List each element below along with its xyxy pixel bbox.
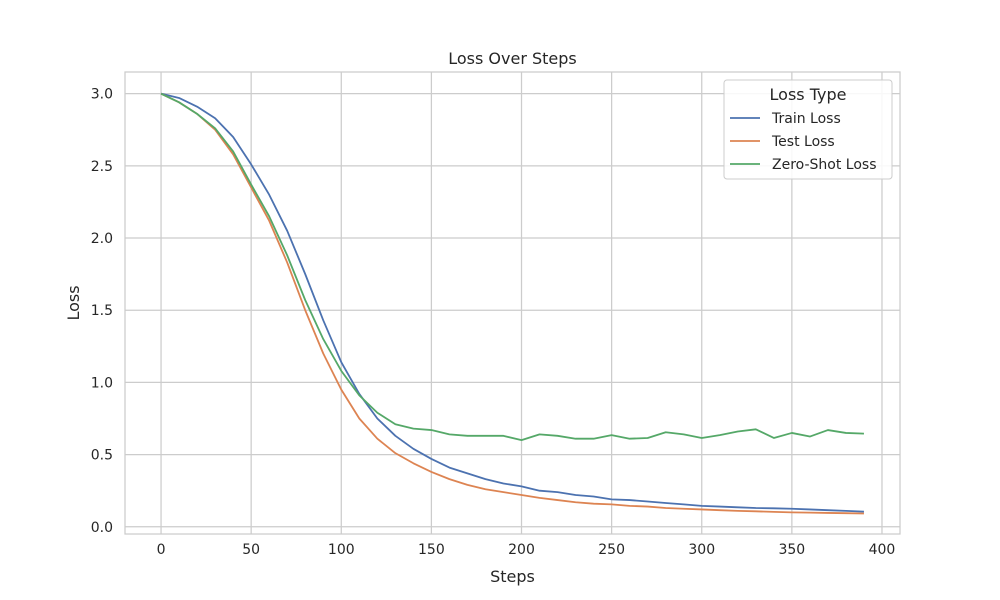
x-tick-label: 100 [328, 542, 355, 558]
legend-box [723, 79, 893, 180]
x-tick-label: 250 [598, 542, 625, 558]
legend-label-zero-shot-loss: Zero-Shot Loss [772, 157, 877, 173]
x-tick-label: 200 [508, 542, 535, 558]
y-ticks: 0.0 0.5 1.0 1.5 2.0 2.5 3.0 [91, 87, 113, 536]
x-tick-label: 0 [157, 542, 166, 558]
x-tick-label: 350 [778, 542, 805, 558]
x-tick-label: 50 [242, 542, 260, 558]
plot-frame [124, 71, 901, 535]
y-axis-label: Loss [64, 285, 83, 320]
legend-label-train-loss: Train Loss [771, 111, 841, 127]
legend-items: Train Loss Test Loss Zero-Shot Loss [730, 111, 877, 173]
y-tick-label: 1.5 [91, 303, 113, 319]
y-tick-label: 0.0 [91, 520, 113, 536]
legend-label-test-loss: Test Loss [771, 134, 835, 150]
y-tick-label: 2.5 [91, 159, 113, 175]
series-line-test-loss [160, 92, 864, 515]
legend: Loss Type Train Loss Test Loss Zero-Shot L… [723, 79, 893, 180]
series-group [160, 92, 864, 515]
series-line-zero-shot-loss [160, 92, 864, 442]
y-tick-label: 3.0 [91, 87, 113, 103]
y-tick-label: 2.0 [91, 231, 113, 247]
y-tick-label: 0.5 [91, 448, 113, 464]
x-ticks: 0 50 100 150 200 250 300 350 400 [157, 542, 896, 558]
legend-title: Loss Type [770, 85, 847, 104]
series-line-train-loss [160, 92, 864, 513]
y-tick-label: 1.0 [91, 375, 113, 391]
x-tick-label: 300 [688, 542, 715, 558]
chart-title: Loss Over Steps [448, 49, 577, 68]
x-tick-label: 150 [418, 542, 445, 558]
x-tick-label: 400 [869, 542, 896, 558]
x-axis-label: Steps [490, 567, 535, 586]
